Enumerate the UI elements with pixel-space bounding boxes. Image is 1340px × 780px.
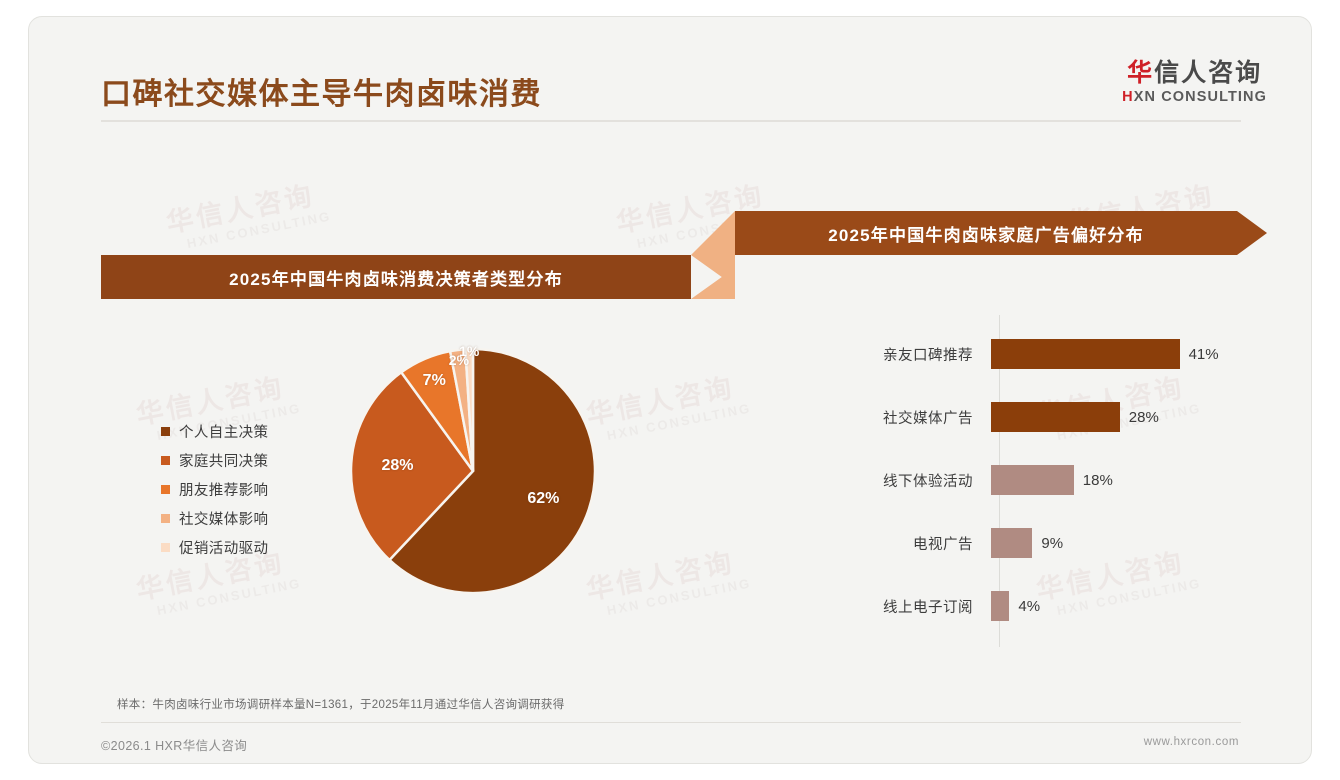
bar-chart-block: 亲友口碑推荐 41% 社交媒体广告 28% 线下体验活动 18% 电视广告 9% 线上电子订阅 4… [729, 309, 1269, 661]
banner-connector-tail [691, 255, 735, 299]
logo-en-rest: XN CONSULTING [1133, 89, 1267, 106]
banner-right-title: 2025年中国牛肉卤味家庭广告偏好分布 [735, 211, 1237, 255]
legend-label: 促销活动驱动 [179, 541, 269, 557]
legend-item[interactable]: 社交媒体影响 [161, 504, 268, 533]
legend-label: 社交媒体影响 [179, 512, 269, 528]
pie-legend: 个人自主决策 家庭共同决策 朋友推荐影响 社交媒体影响 促销活动驱动 [161, 417, 268, 562]
pie-chart-svg [349, 347, 597, 595]
bar-chart-row: 亲友口碑推荐 41% [729, 335, 1269, 373]
bar-track: 9% [991, 524, 1269, 562]
banner-right-arrow-icon [1237, 211, 1267, 255]
slide-header: 口碑社交媒体主导牛肉卤味消费 华信人咨询 HXN CONSULTING [29, 17, 1311, 125]
bar-category-label: 电视广告 [913, 536, 973, 553]
legend-item[interactable]: 家庭共同决策 [161, 446, 268, 475]
bar-value-label: 41% [1188, 345, 1219, 363]
header-divider [101, 120, 1241, 122]
logo-english: HXN CONSULTING [1122, 89, 1267, 105]
logo-cn-rest: 信人咨询 [1154, 59, 1263, 87]
pie-slice [387, 347, 597, 595]
footer-divider [101, 722, 1241, 723]
watermark-en: HXN CONSULTING [185, 208, 333, 252]
bar-track: 28% [991, 398, 1269, 436]
pie-slice-label: 2% [448, 351, 470, 368]
logo-en-accent: H [1122, 89, 1134, 106]
pie-slice [464, 347, 475, 472]
banner-left-title: 2025年中国牛肉卤味消费决策者类型分布 [101, 255, 691, 299]
bar-category-label: 线下体验活动 [883, 473, 973, 490]
bar-fill [991, 465, 1074, 495]
watermark: 华信人咨询 HXN CONSULTING [163, 180, 333, 254]
bar-chart-row: 线下体验活动 18% [729, 461, 1269, 499]
bar-track: 18% [991, 461, 1269, 499]
bar-fill [991, 402, 1120, 432]
page-title: 口碑社交媒体主导牛肉卤味消费 [101, 78, 542, 111]
legend-label: 个人自主决策 [179, 425, 269, 441]
bar-value-label: 18% [1082, 471, 1113, 489]
bar-fill [991, 528, 1033, 558]
bar-category-label: 亲友口碑推荐 [883, 347, 973, 364]
source-note: 样本：牛肉卤味行业市场调研样本量N=1361，于2025年11月通过华信人咨询调… [117, 699, 565, 711]
bar-fill [991, 339, 1180, 369]
slide-footer: ©2026.1 HXR华信人咨询 www.hxrcon.com [29, 722, 1311, 763]
legend-swatch-icon [161, 456, 170, 465]
pie-slice-label: 1% [459, 343, 480, 360]
legend-swatch-icon [161, 514, 170, 523]
logo-cn-accent: 华 [1127, 59, 1155, 87]
bar-track: 4% [991, 587, 1269, 625]
legend-swatch-icon [161, 543, 170, 552]
footer-copyright: ©2026.1 HXR华信人咨询 [101, 739, 248, 753]
legend-item[interactable]: 个人自主决策 [161, 417, 268, 446]
legend-label: 朋友推荐影响 [179, 483, 269, 499]
legend-item[interactable]: 促销活动驱动 [161, 533, 268, 562]
legend-swatch-icon [161, 485, 170, 494]
footer-website: www.hxrcon.com [1143, 736, 1239, 748]
legend-item[interactable]: 朋友推荐影响 [161, 475, 268, 504]
company-logo: 华信人咨询 HXN CONSULTING [1122, 60, 1267, 105]
banner-connector-riser [691, 211, 735, 255]
bar-chart-row: 电视广告 9% [729, 524, 1269, 562]
bar-chart-row: 线上电子订阅 4% [729, 587, 1269, 625]
legend-label: 家庭共同决策 [179, 454, 269, 470]
pie-slice [349, 370, 475, 562]
watermark-cn: 华信人咨询 [163, 180, 317, 239]
bar-fill [991, 591, 1010, 621]
bar-category-label: 社交媒体广告 [883, 410, 973, 427]
pie-slice-label: 62% [527, 489, 560, 507]
pie-chart: 62% 28% 7% 2% 1% [349, 343, 597, 595]
bar-chart-row: 社交媒体广告 28% [729, 398, 1269, 436]
bar-value-label: 9% [1041, 534, 1064, 552]
slide-card: 华信人咨询 HXN CONSULTING 华信人咨询 HXN CONSULTIN… [28, 16, 1312, 764]
bar-value-label: 4% [1018, 597, 1041, 615]
logo-chinese: 华信人咨询 [1122, 60, 1267, 86]
pie-slice-label: 28% [381, 457, 414, 475]
pie-chart-block: 个人自主决策 家庭共同决策 朋友推荐影响 社交媒体影响 促销活动驱动 62% 28% 7% 2… [101, 317, 701, 677]
legend-swatch-icon [161, 427, 170, 436]
bar-value-label: 28% [1128, 408, 1159, 426]
bar-track: 41% [991, 335, 1269, 373]
pie-slice-label: 7% [422, 372, 446, 390]
bar-category-label: 线上电子订阅 [883, 599, 973, 616]
